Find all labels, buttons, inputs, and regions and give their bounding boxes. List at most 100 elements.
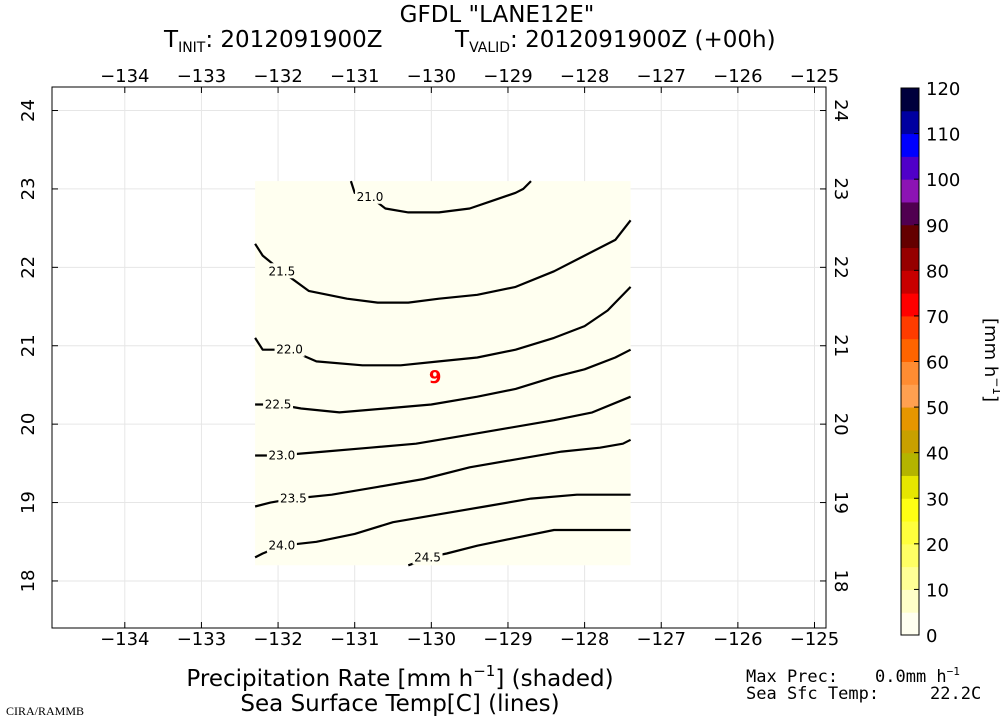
contour-label-bg xyxy=(412,549,443,565)
lines-field-label: Sea Surface Temp[C] (lines) xyxy=(240,691,559,717)
lat-tick-label-right: 20 xyxy=(830,413,851,436)
colorbar-segment xyxy=(901,452,919,476)
lat-tick-label-right: 24 xyxy=(830,99,851,122)
contour-label-bg xyxy=(355,188,386,204)
colorbar-segment xyxy=(901,293,919,317)
lon-tick-label-top: −131 xyxy=(330,66,379,87)
lat-tick-label-left: 21 xyxy=(18,334,39,357)
lat-tick-label-left: 20 xyxy=(18,413,39,436)
sst-contour-line xyxy=(255,395,632,457)
contour-label-bg xyxy=(274,341,305,357)
colorbar-segment xyxy=(901,407,919,431)
sst-value: 22.2C xyxy=(930,684,981,704)
colorbar-segment xyxy=(901,201,919,226)
max-prec-value: 0.0mm h−1 xyxy=(875,665,960,687)
contour-label: 21.5 xyxy=(269,264,296,278)
lon-tick-label-bottom: −132 xyxy=(253,629,302,650)
model-domain xyxy=(255,181,631,566)
colorbar-tick-label: 50 xyxy=(926,398,949,419)
contour-label: 22.0 xyxy=(276,343,303,357)
contour-label: 23.5 xyxy=(280,492,307,506)
shaded-field-label: Precipitation Rate [mm h−1] (shaded) xyxy=(186,662,613,692)
lat-tick-label-right: 21 xyxy=(830,334,851,357)
contour-label: 21.0 xyxy=(357,190,384,204)
colorbar-segment xyxy=(901,179,919,203)
colorbar-segment xyxy=(901,315,919,340)
map-plot: 21.021.522.022.523.023.524.024.5 9 −134−… xyxy=(18,66,851,650)
colorbar-tick-label: 0 xyxy=(926,626,937,647)
map-axes: −134 −134 −133 −133 −132 −132 −131 −131 −130 −130… xyxy=(18,66,851,650)
colorbar-segment xyxy=(901,543,919,568)
lon-tick-label-bottom: −126 xyxy=(713,629,762,650)
lon-tick-label-top: −133 xyxy=(177,66,226,87)
colorbar-tick-label: 80 xyxy=(926,261,949,282)
lat-tick-label-left: 18 xyxy=(18,570,39,593)
lat-tick-label-right: 19 xyxy=(830,491,851,514)
lat-tick-label-left: 19 xyxy=(18,491,39,514)
contour-label-bg xyxy=(266,537,297,553)
colorbar-segment xyxy=(901,521,919,545)
lon-tick-label-bottom: −133 xyxy=(177,629,226,650)
colorbar-segment xyxy=(901,338,919,362)
colorbar-tick-label: 90 xyxy=(926,216,949,237)
lat-tick-label-right: 22 xyxy=(830,256,851,279)
max-prec-label: Max Prec: xyxy=(746,667,838,687)
valid-value: : 2012091900Z (+00h) xyxy=(510,27,776,53)
lat-tick-label-left: 22 xyxy=(18,256,39,279)
colorbar-segment xyxy=(901,133,919,157)
lon-tick-label-bottom: −134 xyxy=(100,629,149,650)
valid-label: T xyxy=(454,27,470,53)
lon-tick-label-top: −127 xyxy=(637,66,686,87)
colorbar-segment xyxy=(901,589,919,613)
lon-tick-label-bottom: −127 xyxy=(637,629,686,650)
lon-tick-label-top: −126 xyxy=(713,66,762,87)
lat-tick-label-right: 23 xyxy=(830,177,851,200)
lon-tick-label-bottom: −130 xyxy=(407,629,456,650)
sst-contours: 21.0 21.5 22.0 22.5 23.0 23.5 24.0 24.5 xyxy=(254,180,632,567)
colorbar-tick-label: 100 xyxy=(926,170,960,191)
colorbar-segment xyxy=(901,361,919,385)
map-frame xyxy=(51,86,827,629)
colorbar-segment xyxy=(901,612,919,636)
contour-label: 23.0 xyxy=(269,449,296,463)
colorbar-tick-label: 40 xyxy=(926,444,949,465)
colorbar-tick-label: 110 xyxy=(926,125,960,146)
colorbar-segment xyxy=(901,156,919,180)
colorbar-segment xyxy=(901,498,919,522)
contour-label: 22.5 xyxy=(265,398,292,412)
colorbar-segment xyxy=(901,566,919,590)
contour-label-bg xyxy=(263,396,294,412)
init-label: T xyxy=(163,27,179,53)
contour-label: 24.0 xyxy=(269,539,296,553)
lat-tick-label-right: 18 xyxy=(830,570,851,593)
lat-tick-label-left: 23 xyxy=(18,177,39,200)
lon-tick-label-bottom: −129 xyxy=(483,629,532,650)
colorbar-segment xyxy=(901,247,919,271)
colorbar-tick-label: 20 xyxy=(926,535,949,556)
lon-tick-label-bottom: −128 xyxy=(560,629,609,650)
colorbar-segment xyxy=(901,429,919,454)
colorbar-tick-label: 60 xyxy=(926,353,949,374)
lon-tick-label-top: −130 xyxy=(407,66,456,87)
colorbar-tick-label: 120 xyxy=(926,79,960,100)
colorbar-tick-label: 70 xyxy=(926,307,949,328)
lat-tick-label-left: 24 xyxy=(18,99,39,122)
lon-tick-label-top: −129 xyxy=(483,66,532,87)
colorbar-tick-label: 30 xyxy=(926,489,949,510)
lon-tick-label-top: −128 xyxy=(560,66,609,87)
colorbar-segment xyxy=(901,224,919,249)
sst-label: Sea Sfc Temp: xyxy=(746,684,879,704)
contour-label-bg xyxy=(266,447,297,463)
contour-label-bg xyxy=(266,263,297,279)
lon-tick-label-bottom: −131 xyxy=(330,629,379,650)
valid-subscript: VALID xyxy=(469,40,510,56)
colorbar-segment xyxy=(901,110,919,135)
lon-tick-label-top: −134 xyxy=(100,66,149,87)
colorbar-segment xyxy=(901,88,919,112)
lon-tick-label-top: −132 xyxy=(253,66,302,87)
colorbar-segment xyxy=(901,475,919,499)
valid-time: TVALID: 2012091900Z (+00h) xyxy=(454,27,776,56)
model-title: GFDL "LANE12E" xyxy=(400,2,595,28)
